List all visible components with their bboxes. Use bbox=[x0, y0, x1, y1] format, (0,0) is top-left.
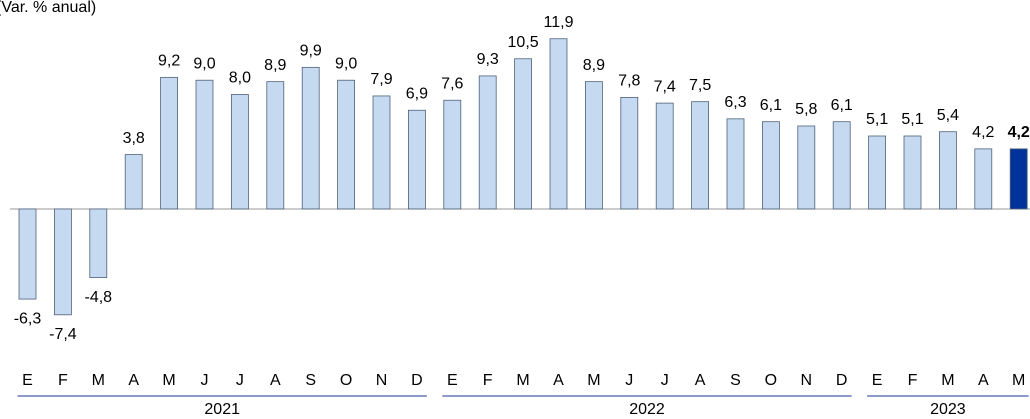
bar bbox=[407, 109, 426, 210]
bar bbox=[903, 135, 922, 210]
bar bbox=[1009, 148, 1028, 210]
data-label: 4,2 bbox=[1008, 124, 1030, 141]
bar bbox=[620, 96, 639, 210]
data-label: 5,1 bbox=[866, 111, 888, 128]
x-tick-label: J bbox=[625, 372, 633, 389]
data-label: -6,3 bbox=[14, 310, 42, 327]
x-tick-label: N bbox=[801, 372, 813, 389]
data-label: 7,5 bbox=[689, 77, 711, 94]
bar bbox=[585, 81, 603, 210]
data-label: 6,1 bbox=[831, 97, 853, 114]
x-tick-label: S bbox=[305, 372, 316, 389]
x-tick-label: A bbox=[128, 372, 139, 389]
bar bbox=[655, 102, 674, 210]
data-label: 8,0 bbox=[229, 70, 251, 87]
bar bbox=[868, 135, 886, 210]
group-label: 2022 bbox=[629, 401, 665, 418]
x-tick-label: J bbox=[661, 372, 669, 389]
bar bbox=[939, 131, 957, 210]
bar bbox=[124, 154, 143, 210]
x-tick-label: M bbox=[1012, 372, 1025, 389]
bar bbox=[762, 121, 780, 210]
bar bbox=[549, 38, 568, 210]
x-tick-label: M bbox=[162, 372, 175, 389]
data-label: 6,3 bbox=[724, 94, 746, 111]
data-label: 6,9 bbox=[406, 85, 428, 102]
x-tick-label: F bbox=[483, 372, 493, 389]
x-tick-label: A bbox=[270, 372, 281, 389]
bar bbox=[18, 208, 37, 300]
data-label: 9,0 bbox=[193, 55, 215, 72]
data-label: 3,8 bbox=[123, 130, 145, 147]
bar bbox=[514, 58, 532, 210]
x-tick-label: J bbox=[201, 372, 209, 389]
x-tick-label: F bbox=[58, 372, 68, 389]
x-tick-label: O bbox=[765, 372, 777, 389]
data-label: 8,9 bbox=[583, 57, 605, 74]
data-label: 7,6 bbox=[441, 75, 463, 92]
group-label: 2023 bbox=[930, 401, 966, 418]
bar bbox=[54, 208, 72, 316]
data-label: 7,8 bbox=[618, 73, 640, 90]
data-label: -7,4 bbox=[49, 326, 77, 343]
data-label: 4,2 bbox=[972, 124, 994, 141]
bar bbox=[266, 81, 285, 210]
data-label: 9,9 bbox=[300, 43, 322, 60]
bar bbox=[832, 121, 851, 210]
bar bbox=[301, 66, 320, 210]
bar bbox=[974, 148, 993, 210]
data-label: 7,4 bbox=[654, 78, 676, 95]
bar bbox=[372, 95, 391, 210]
bar bbox=[797, 125, 816, 210]
data-label: 7,9 bbox=[370, 71, 392, 88]
data-label: 8,9 bbox=[264, 57, 286, 74]
x-tick-label: E bbox=[447, 372, 458, 389]
data-label: 9,0 bbox=[335, 55, 357, 72]
x-tick-label: F bbox=[908, 372, 918, 389]
bar bbox=[160, 76, 179, 210]
bar bbox=[337, 79, 356, 210]
data-label: -4,8 bbox=[85, 289, 113, 306]
x-tick-label: E bbox=[22, 372, 33, 389]
x-tick-label: M bbox=[941, 372, 954, 389]
x-tick-label: S bbox=[730, 372, 741, 389]
data-label: 5,4 bbox=[937, 107, 959, 124]
data-label: 5,1 bbox=[901, 111, 923, 128]
data-label: 9,3 bbox=[477, 51, 499, 68]
chart-title: (Var. % anual) bbox=[0, 0, 96, 16]
x-tick-label: A bbox=[695, 372, 706, 389]
data-label: 11,9 bbox=[544, 14, 574, 31]
bar bbox=[443, 99, 462, 210]
data-label: 9,2 bbox=[158, 53, 180, 70]
x-tick-label: D bbox=[411, 372, 423, 389]
bar bbox=[89, 208, 108, 279]
x-tick-label: M bbox=[92, 372, 105, 389]
x-tick-label: N bbox=[376, 372, 388, 389]
x-tick-label: M bbox=[587, 372, 600, 389]
x-tick-label: A bbox=[553, 372, 564, 389]
x-tick-label: D bbox=[836, 372, 848, 389]
bar bbox=[195, 79, 214, 210]
bar bbox=[726, 118, 745, 210]
x-tick-label: A bbox=[978, 372, 989, 389]
data-label: 5,8 bbox=[795, 101, 817, 118]
bar bbox=[478, 75, 497, 210]
data-label: 10,5 bbox=[508, 34, 539, 51]
x-tick-label: J bbox=[236, 372, 244, 389]
bar bbox=[230, 94, 249, 210]
group-label: 2021 bbox=[204, 401, 240, 418]
bar bbox=[691, 101, 709, 210]
x-tick-label: E bbox=[872, 372, 883, 389]
x-tick-label: M bbox=[516, 372, 529, 389]
x-tick-label: O bbox=[340, 372, 352, 389]
data-label: 6,1 bbox=[760, 97, 782, 114]
